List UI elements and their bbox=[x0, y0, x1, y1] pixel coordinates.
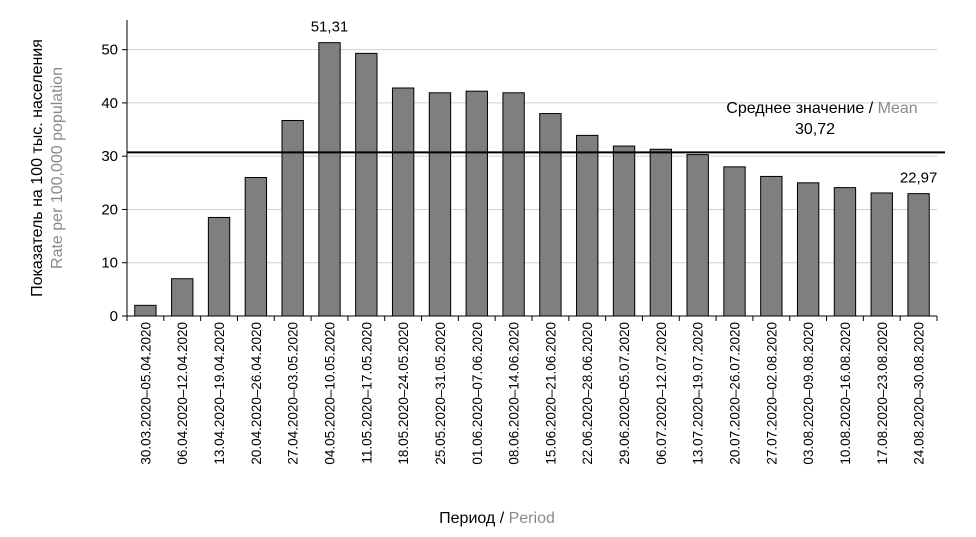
bar-19 bbox=[833, 187, 857, 317]
bar-18 bbox=[796, 182, 820, 317]
y-tick-label-20: 20 bbox=[101, 201, 118, 218]
x-tick-label-14: 06.07.2020–12.07.2020 bbox=[654, 322, 669, 465]
x-tick-label-10: 08.06.2020–14.06.2020 bbox=[507, 322, 522, 465]
bar-5 bbox=[318, 42, 341, 317]
bar-16 bbox=[723, 166, 746, 317]
y-axis-title-en: Rate per 100,000 population bbox=[49, 67, 66, 269]
data-label-21: 22,97 bbox=[900, 170, 938, 187]
bar-17 bbox=[760, 175, 783, 317]
y-tick-label-50: 50 bbox=[101, 42, 118, 59]
x-tick-label-12: 22.06.2020–28.06.2020 bbox=[580, 322, 595, 465]
x-tick-label-15: 13.07.2020–19.07.2020 bbox=[691, 322, 706, 465]
bar-3 bbox=[244, 176, 268, 317]
mean-label-en: Mean bbox=[878, 100, 918, 117]
x-tick-label-0: 30.03.2020–05.04.2020 bbox=[138, 322, 153, 465]
bars bbox=[134, 42, 930, 317]
bar-13 bbox=[612, 145, 636, 317]
bar-11 bbox=[539, 113, 562, 317]
data-label-5: 51,31 bbox=[311, 19, 349, 36]
x-tick-label-16: 20.07.2020–26.07.2020 bbox=[728, 322, 743, 465]
x-axis-title-ru: Период bbox=[439, 510, 496, 527]
x-tick-label-17: 27.07.2020–02.08.2020 bbox=[764, 322, 779, 465]
mean-label-ru: Среднее значение bbox=[726, 100, 864, 117]
x-tick-label-6: 11.05.2020–17.05.2020 bbox=[359, 322, 374, 464]
bar-15 bbox=[686, 154, 709, 317]
x-tick-label-4: 27.04.2020–03.05.2020 bbox=[286, 322, 301, 465]
bar-12 bbox=[576, 134, 599, 317]
bar-1 bbox=[171, 278, 194, 317]
bar-6 bbox=[355, 52, 378, 317]
mean-label: Среднее значение / Mean bbox=[726, 100, 917, 117]
bar-2 bbox=[207, 216, 231, 317]
x-tick-label-21: 24.08.2020–30.08.2020 bbox=[912, 322, 927, 465]
mean-label-separator: / bbox=[864, 100, 877, 117]
x-axis-title-en: Period bbox=[509, 510, 555, 527]
y-axis-title-ru: Показатель на 100 тыс. населения bbox=[29, 39, 46, 297]
bar-14 bbox=[649, 148, 673, 317]
x-tick-labels: 30.03.2020–05.04.2020 06.04.2020–12.04.20… bbox=[138, 322, 926, 465]
bar-7 bbox=[391, 87, 415, 317]
data-labels: 51,31 22,97 bbox=[311, 19, 938, 187]
bar-4 bbox=[281, 119, 304, 317]
x-axis-title-separator: / bbox=[495, 510, 508, 527]
y-tick-label-10: 10 bbox=[101, 255, 118, 272]
bar-20 bbox=[870, 192, 893, 317]
bar-0 bbox=[134, 304, 157, 317]
axes bbox=[126, 20, 938, 321]
y-tick-label-40: 40 bbox=[101, 95, 118, 112]
bar-8 bbox=[428, 92, 452, 317]
x-tick-label-18: 03.08.2020–09.08.2020 bbox=[801, 322, 816, 465]
x-tick-label-11: 15.06.2020–21.06.2020 bbox=[543, 322, 558, 465]
x-tick-label-1: 06.04.2020–12.04.2020 bbox=[175, 322, 190, 465]
bar-21 bbox=[907, 193, 930, 317]
y-tick-label-30: 30 bbox=[101, 148, 118, 165]
y-tick-label-0: 0 bbox=[110, 308, 118, 325]
mean-value-label: 30,72 bbox=[795, 121, 835, 138]
x-tick-label-5: 04.05.2020–10.05.2020 bbox=[323, 322, 338, 465]
x-tick-label-3: 20.04.2020–26.04.2020 bbox=[249, 322, 264, 465]
bar-9 bbox=[465, 90, 488, 317]
x-axis-title: Период / Period bbox=[439, 510, 555, 527]
x-tick-label-13: 29.06.2020–05.07.2020 bbox=[617, 322, 632, 465]
x-tick-label-9: 01.06.2020–07.06.2020 bbox=[470, 322, 485, 465]
x-tick-label-7: 18.05.2020–24.05.2020 bbox=[396, 322, 411, 465]
y-tick-labels: 0 10 20 30 40 50 bbox=[101, 42, 118, 325]
x-tick-label-20: 17.08.2020–23.08.2020 bbox=[875, 322, 890, 465]
bar-10 bbox=[502, 92, 525, 317]
x-tick-label-8: 25.05.2020–31.05.2020 bbox=[433, 322, 448, 465]
x-tick-label-2: 13.04.2020–19.04.2020 bbox=[212, 322, 227, 465]
x-tick-label-19: 10.08.2020–16.08.2020 bbox=[838, 322, 853, 465]
